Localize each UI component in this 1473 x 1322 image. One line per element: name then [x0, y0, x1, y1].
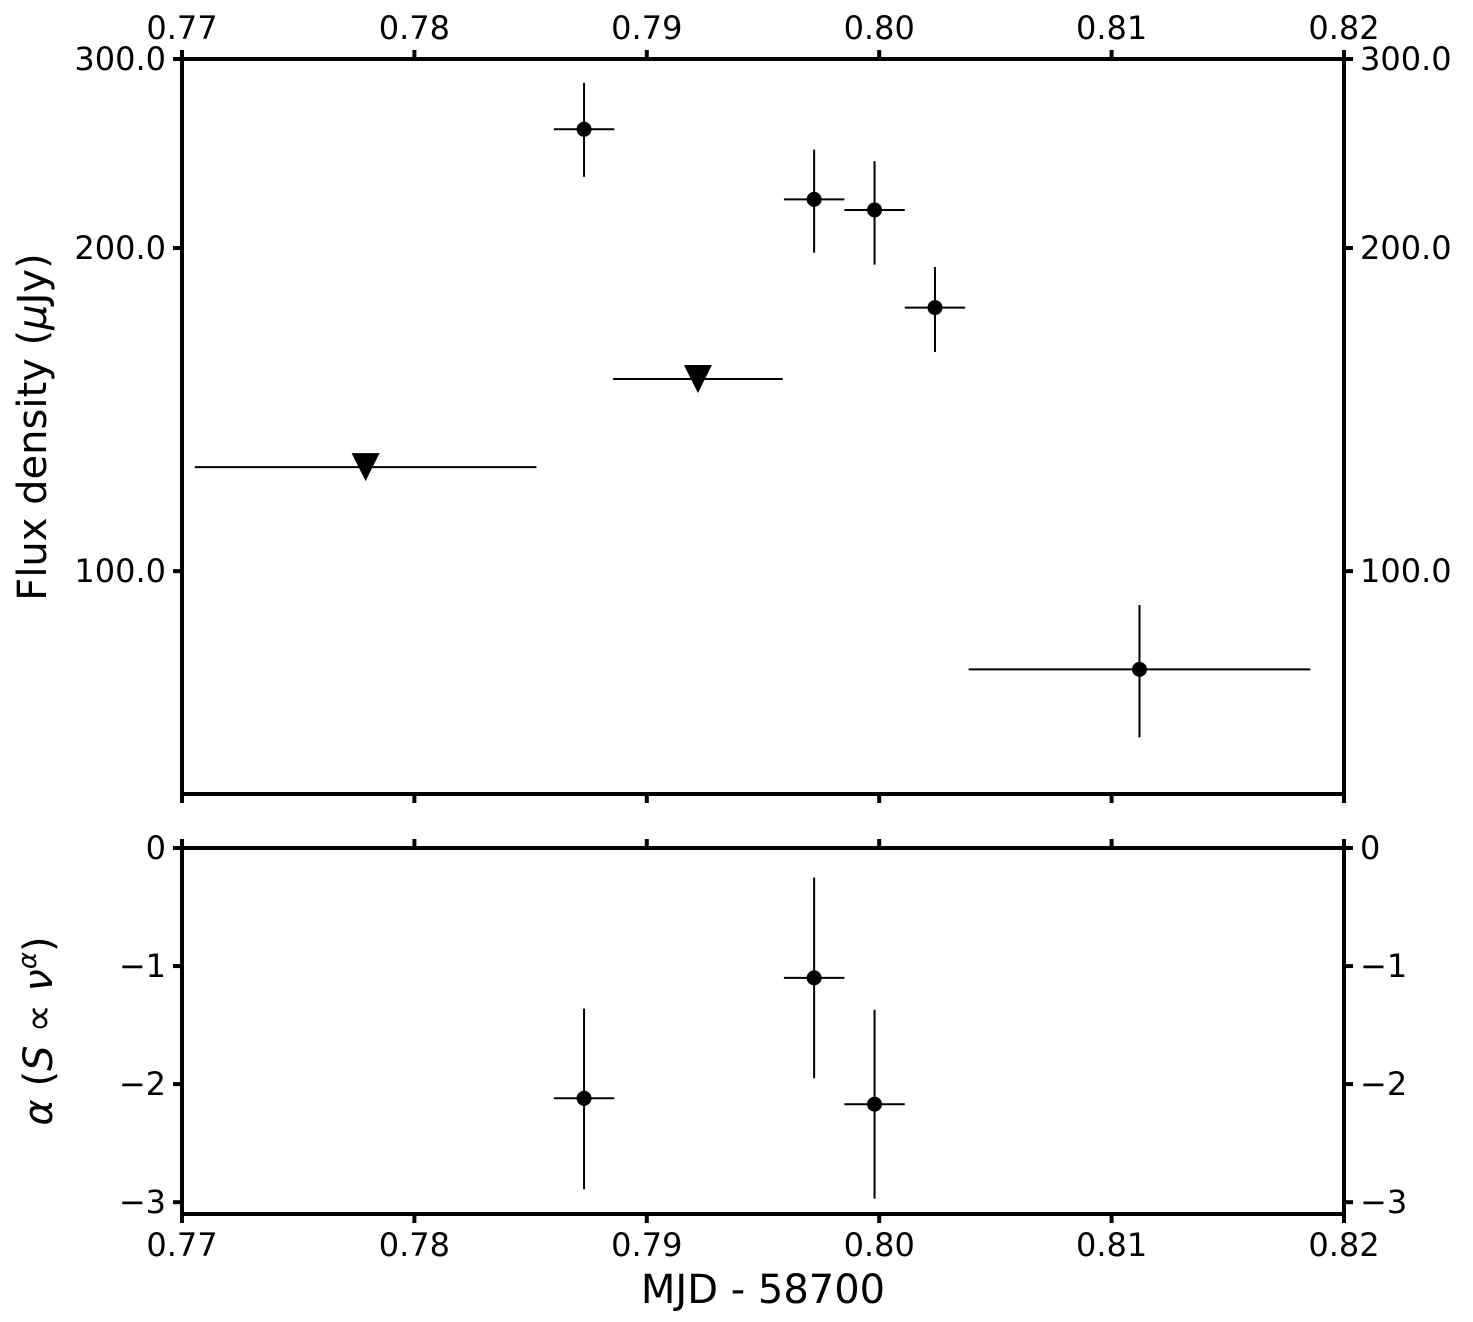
top-x-tick-label: 0.81 — [1076, 9, 1147, 47]
top-panel-frame — [180, 57, 1346, 796]
top-panel: 0.77 0.78 0.79 0.80 0.81 0.82 100.0 100.0 200.0 2… — [10, 9, 1452, 803]
flux-detection-point — [1131, 661, 1147, 677]
bottom-y-tick-label-left: −3 — [119, 1183, 166, 1221]
top-x-tick-label: 0.80 — [844, 9, 915, 47]
top-y-tick-label-right: 300.0 — [1360, 40, 1452, 78]
top-y-tick-label-left: 200.0 — [74, 229, 166, 267]
bottom-panel: 0.77 0.78 0.79 0.80 0.81 0.82 0 0 −1 −1 −2 −2 −3 −3 α… — [13, 829, 1407, 1313]
top-y-tick-label-right: 100.0 — [1360, 552, 1452, 590]
bottom-panel-frame — [180, 846, 1346, 1216]
bottom-y-tick-label-left: −1 — [119, 947, 166, 985]
flux-upper-limit-marker — [351, 453, 380, 482]
bottom-x-tick-label: 0.78 — [379, 1226, 450, 1264]
alpha-point — [576, 1090, 592, 1106]
bottom-y-tick-label-left: −2 — [119, 1065, 166, 1103]
top-panel-ticks: 0.77 0.78 0.79 0.80 0.81 0.82 100.0 100.0 200.0 2… — [74, 9, 1452, 803]
bottom-x-tick-label: 0.80 — [844, 1226, 915, 1264]
bottom-y-tick-label-right: −2 — [1360, 1065, 1407, 1103]
flux-upper-limit-marker — [683, 365, 712, 394]
flux-detection-point — [927, 300, 943, 316]
top-panel-marks — [194, 82, 1311, 738]
top-x-tick-label: 0.79 — [611, 9, 682, 47]
alpha-point — [806, 970, 822, 986]
flux-detection-point — [576, 121, 592, 137]
bottom-panel-marks — [553, 877, 905, 1199]
flux-detection-point — [867, 202, 883, 218]
x-axis-label: MJD - 58700 — [641, 1267, 885, 1313]
top-y-tick-label-left: 300.0 — [74, 40, 166, 78]
bottom-x-tick-label: 0.79 — [611, 1226, 682, 1264]
bottom-y-tick-label-right: −1 — [1360, 947, 1407, 985]
top-x-tick-label: 0.82 — [1308, 9, 1379, 47]
top-y-tick-label-left: 100.0 — [74, 552, 166, 590]
bottom-y-tick-label-right: 0 — [1360, 829, 1380, 867]
bottom-y-axis-label: α (S ∝ να) — [13, 936, 62, 1125]
flux-detection-point — [806, 191, 822, 207]
alpha-point — [867, 1096, 883, 1112]
bottom-y-tick-label-right: −3 — [1360, 1183, 1407, 1221]
top-x-tick-label: 0.77 — [146, 9, 217, 47]
top-y-tick-label-right: 200.0 — [1360, 229, 1452, 267]
bottom-y-tick-label-left: 0 — [146, 829, 166, 867]
bottom-panel-ticks: 0.77 0.78 0.79 0.80 0.81 0.82 0 0 −1 −1 −2 −2 −3 −3 — [119, 829, 1407, 1264]
bottom-x-tick-label: 0.81 — [1076, 1226, 1147, 1264]
bottom-x-tick-label: 0.82 — [1308, 1226, 1379, 1264]
top-x-tick-label: 0.78 — [379, 9, 450, 47]
bottom-x-tick-label: 0.77 — [146, 1226, 217, 1264]
top-y-axis-label: Flux density (μJy) — [10, 253, 56, 600]
